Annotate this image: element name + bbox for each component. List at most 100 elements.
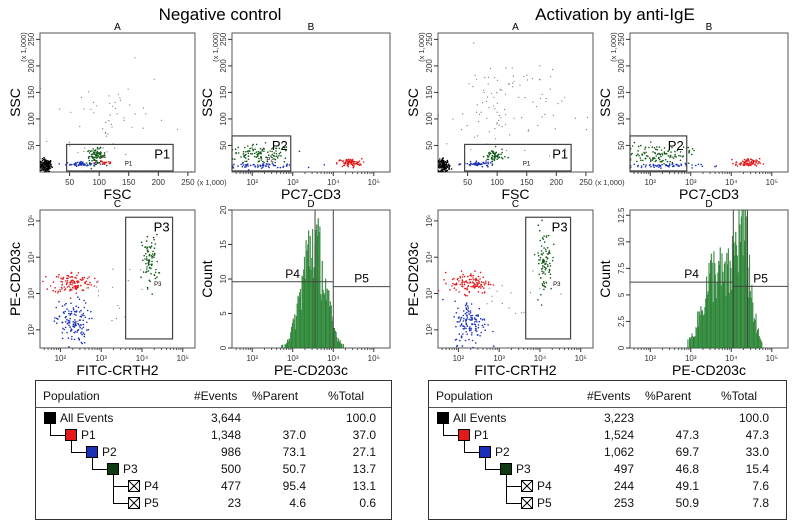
scatter-point: [469, 164, 472, 167]
scatter-point: [63, 286, 65, 288]
scatter-point: [520, 312, 523, 314]
scatter-point: [69, 289, 71, 292]
scatter-point: [67, 319, 70, 322]
scatter-point: [153, 238, 155, 241]
population-name: P2: [102, 445, 117, 459]
gate-P1[interactable]: [66, 143, 174, 172]
table-row[interactable]: All Events 3,644 100.0: [36, 411, 391, 427]
histogram-bar: [712, 302, 714, 349]
gate-P2[interactable]: [629, 135, 688, 172]
x-tick-label: 100: [92, 178, 106, 187]
scatter-point: [461, 276, 464, 278]
scatter-point: [564, 96, 566, 98]
y-axis-label: PE-CD203c: [405, 242, 421, 316]
scatter-point: [472, 279, 475, 281]
scatter-point: [247, 145, 249, 147]
scatter-point: [444, 271, 447, 274]
scatter-point: [477, 121, 480, 123]
scatter-point: [542, 238, 545, 240]
x-tick-label: 10⁵: [368, 178, 380, 187]
table-row[interactable]: P3 500 50.7 13.7: [36, 457, 391, 478]
scatter-point: [541, 237, 544, 239]
scatter-point: [160, 119, 163, 121]
scatter-point: [97, 280, 99, 282]
scatter-point: [468, 163, 471, 166]
scatter-point: [114, 107, 116, 110]
scatter-point: [79, 125, 81, 128]
scatter-point: [73, 285, 75, 288]
scatter-point: [81, 342, 83, 345]
plot-D: D 10² 10³ 10⁴ 10⁵ 0 5 10 15 20 PE-CD203c Count P4 P5: [199, 199, 391, 378]
scatter-point: [530, 292, 532, 294]
scatter-point: [527, 130, 529, 132]
table-row[interactable]: P5 23 4.6 0.6: [36, 474, 391, 512]
table-row[interactable]: P2 1,062 69.7 33.0: [429, 440, 786, 461]
scatter-point: [743, 164, 746, 167]
table-row[interactable]: P5 253 50.9 7.8: [429, 474, 786, 512]
table-row[interactable]: P1 1,348 37.0 37.0: [36, 423, 391, 444]
scatter-point: [274, 164, 277, 167]
scatter-point: [753, 160, 756, 162]
table-row[interactable]: P4 477 95.4 13.1: [36, 474, 391, 495]
scatter-point: [125, 153, 127, 156]
scatter-point: [644, 146, 647, 148]
scatter-point: [39, 87, 42, 89]
table-row[interactable]: P4 244 49.1 7.6: [429, 474, 786, 495]
scatter-point: [486, 164, 488, 167]
scatter-point: [647, 155, 649, 158]
scatter-point: [661, 154, 664, 156]
scatter-point: [81, 277, 84, 279]
scatter-point: [89, 150, 92, 152]
table-row[interactable]: P1 1,524 47.3 47.3: [429, 423, 786, 444]
scatter-point: [483, 162, 486, 165]
scatter-point: [540, 294, 542, 296]
scatter-point: [63, 289, 66, 291]
scatter-point: [500, 156, 503, 159]
scatter-point: [464, 281, 466, 283]
scatter-point: [69, 163, 71, 166]
scatter-point: [465, 287, 467, 290]
scatter-point: [351, 164, 354, 167]
scatter-point: [660, 167, 662, 169]
scatter-point: [83, 335, 86, 338]
scatter-point: [44, 170, 46, 173]
scatter-point: [441, 158, 443, 161]
table-row[interactable]: P2 986 73.1 27.1: [36, 440, 391, 461]
scatter-point: [489, 67, 492, 70]
gate-P3[interactable]: [125, 216, 174, 340]
scatter-point: [472, 346, 474, 349]
scatter-point: [440, 170, 443, 172]
x-tick-label: 10²: [246, 354, 258, 363]
scatter-point: [469, 312, 472, 314]
scatter-point: [68, 324, 70, 327]
y-tick-label: 100: [617, 112, 626, 126]
scatter-point: [466, 325, 469, 328]
scatter-point: [464, 312, 467, 315]
gate-P3[interactable]: [525, 216, 572, 340]
gate-P1[interactable]: [464, 143, 572, 172]
scatter-point: [515, 312, 517, 314]
scatter-point: [73, 310, 76, 313]
scatter-point: [242, 162, 244, 164]
gate-P2[interactable]: [231, 135, 292, 172]
scatter-point: [687, 146, 689, 149]
scatter-point: [274, 155, 276, 157]
scatter-point: [471, 339, 474, 342]
x-tick-label: 150: [122, 178, 136, 187]
scatter-point: [342, 160, 344, 162]
scatter-point: [40, 167, 43, 169]
scatter-point: [473, 323, 476, 325]
scatter-point: [148, 266, 151, 269]
scatter-point: [87, 156, 90, 158]
scatter-point: [358, 160, 361, 162]
table-row[interactable]: All Events 3,223 100.0: [429, 411, 786, 427]
scatter-point: [89, 163, 91, 166]
scatter-point: [112, 286, 114, 288]
scatter-point: [77, 323, 80, 326]
x-tick-label: 250: [579, 178, 593, 187]
scatter-point: [655, 148, 657, 151]
table-row[interactable]: P3 497 46.8 15.4: [429, 457, 786, 478]
scatter-point: [456, 278, 459, 281]
y-axis-label: Count: [199, 260, 215, 297]
x-tick-label: 10²: [453, 354, 465, 363]
